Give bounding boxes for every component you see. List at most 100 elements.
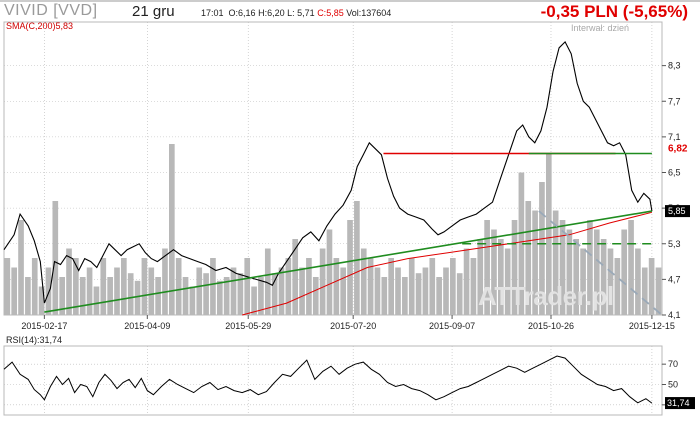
last-price-box bbox=[665, 205, 690, 218]
volume-bar bbox=[196, 267, 203, 315]
open-value: O:6,16 bbox=[228, 8, 256, 18]
volume-bar bbox=[31, 258, 38, 315]
volume-bar bbox=[73, 258, 79, 315]
volume-bar bbox=[573, 239, 580, 315]
price-tick-label: 4,1 bbox=[668, 310, 681, 320]
volume-bar bbox=[18, 220, 24, 315]
rsi-legend: RSI(14):31,74 bbox=[6, 335, 63, 345]
volume-bar bbox=[347, 220, 353, 315]
date-tick-label: 2015-07-20 bbox=[330, 321, 376, 331]
volume-bar bbox=[587, 220, 593, 315]
volume-bar bbox=[189, 286, 196, 315]
volume-bar bbox=[388, 258, 394, 315]
volume-bar bbox=[450, 258, 456, 315]
volume-bar bbox=[511, 220, 518, 315]
volume-bar bbox=[463, 248, 470, 315]
volume-bar bbox=[381, 277, 388, 315]
volume-bar bbox=[258, 277, 264, 315]
volume-bar bbox=[504, 248, 511, 315]
rsi-plot-frame bbox=[3, 345, 663, 416]
volume-bar bbox=[278, 267, 285, 315]
volume-bar bbox=[182, 277, 189, 315]
date-tick-label: 2015-04-09 bbox=[124, 321, 170, 331]
volume-bar bbox=[127, 273, 134, 315]
volume-bar bbox=[354, 201, 360, 315]
volume-bar bbox=[25, 277, 31, 315]
date-tick-label: 2015-05-29 bbox=[225, 321, 271, 331]
high-value: H:6,20 bbox=[258, 8, 285, 18]
volume-bar bbox=[402, 277, 408, 315]
volume-bar bbox=[114, 267, 120, 315]
volume-bar bbox=[326, 229, 333, 315]
volume-bar bbox=[360, 248, 367, 315]
volume-bar bbox=[367, 258, 374, 315]
volume-bar bbox=[456, 273, 463, 315]
instrument-symbol[interactable]: VIVID [VVD] bbox=[4, 2, 98, 19]
volume-bar bbox=[580, 248, 586, 315]
volume-bar bbox=[244, 258, 251, 315]
volume-bar bbox=[422, 267, 429, 315]
uptrend-line[interactable] bbox=[44, 210, 653, 313]
rsi-last-box bbox=[665, 397, 695, 410]
volume-bar bbox=[148, 267, 155, 315]
volume-bar bbox=[59, 277, 65, 315]
volume-bar bbox=[169, 144, 175, 315]
quote-date: 21 gru bbox=[132, 3, 175, 20]
volume-bar bbox=[312, 277, 319, 315]
volume-bar bbox=[518, 172, 525, 315]
volume-bar bbox=[223, 277, 230, 315]
quote-time: 17:01 bbox=[201, 8, 224, 18]
volume-bar bbox=[210, 258, 216, 315]
volume-bar bbox=[395, 267, 401, 315]
volume-bar bbox=[86, 267, 93, 315]
low-value: L: 5,71 bbox=[287, 8, 315, 18]
date-tick-label: 2015-12-15 bbox=[629, 321, 675, 331]
volume-bar bbox=[621, 229, 628, 315]
resistance-level-label: 6,82 bbox=[668, 144, 688, 155]
volume-bar bbox=[52, 201, 59, 315]
interval-label[interactable]: Interwał: dzień bbox=[571, 23, 630, 33]
volume-value: Vol:137604 bbox=[346, 8, 392, 18]
volume-bar bbox=[107, 277, 113, 315]
volume-bar bbox=[134, 280, 141, 315]
volume-bar bbox=[484, 220, 490, 315]
volume-bar bbox=[299, 267, 305, 315]
date-tick-label: 2015-09-07 bbox=[429, 321, 475, 331]
volume-bar bbox=[292, 239, 299, 315]
main-plot-frame bbox=[3, 21, 663, 316]
rsi-series-line bbox=[3, 355, 653, 404]
volume-bar bbox=[525, 201, 532, 315]
volume-bar bbox=[491, 229, 497, 315]
volume-bar bbox=[628, 220, 634, 315]
downtrend-line[interactable] bbox=[538, 210, 663, 316]
date-tick-label: 2015-10-26 bbox=[528, 321, 574, 331]
price-tick-label: 7,7 bbox=[668, 96, 681, 106]
volume-bar bbox=[319, 248, 326, 315]
volume-bar bbox=[559, 220, 566, 315]
price-tick-label: 7,1 bbox=[668, 132, 681, 142]
volume-bar bbox=[566, 229, 573, 315]
volume-bar bbox=[648, 258, 655, 315]
volume-bar bbox=[162, 248, 168, 315]
volume-bar bbox=[532, 210, 538, 315]
volume-bar bbox=[436, 277, 442, 315]
volume-bar bbox=[66, 248, 72, 315]
volume-bar bbox=[641, 267, 648, 315]
rsi-tick-label: 70 bbox=[668, 359, 678, 369]
price-tick-label: 6,5 bbox=[668, 168, 681, 178]
volume-bar bbox=[607, 248, 614, 315]
volume-bar bbox=[216, 280, 223, 315]
volume-bar bbox=[545, 153, 552, 315]
last-price-label: 5,85 bbox=[668, 206, 686, 216]
ohlc-readout: 17:01 O:6,16 H:6,20 L: 5,71 C:5,85 Vol:1… bbox=[201, 8, 391, 18]
volume-bar bbox=[38, 286, 45, 315]
volume-bar bbox=[306, 258, 312, 315]
rsi-last-label: 31,74 bbox=[667, 398, 690, 408]
volume-bar bbox=[175, 258, 182, 315]
volume-bar bbox=[539, 182, 545, 315]
volume-bar bbox=[600, 239, 607, 315]
price-tick-label: 5,3 bbox=[668, 239, 681, 249]
volume-bar bbox=[593, 229, 600, 315]
